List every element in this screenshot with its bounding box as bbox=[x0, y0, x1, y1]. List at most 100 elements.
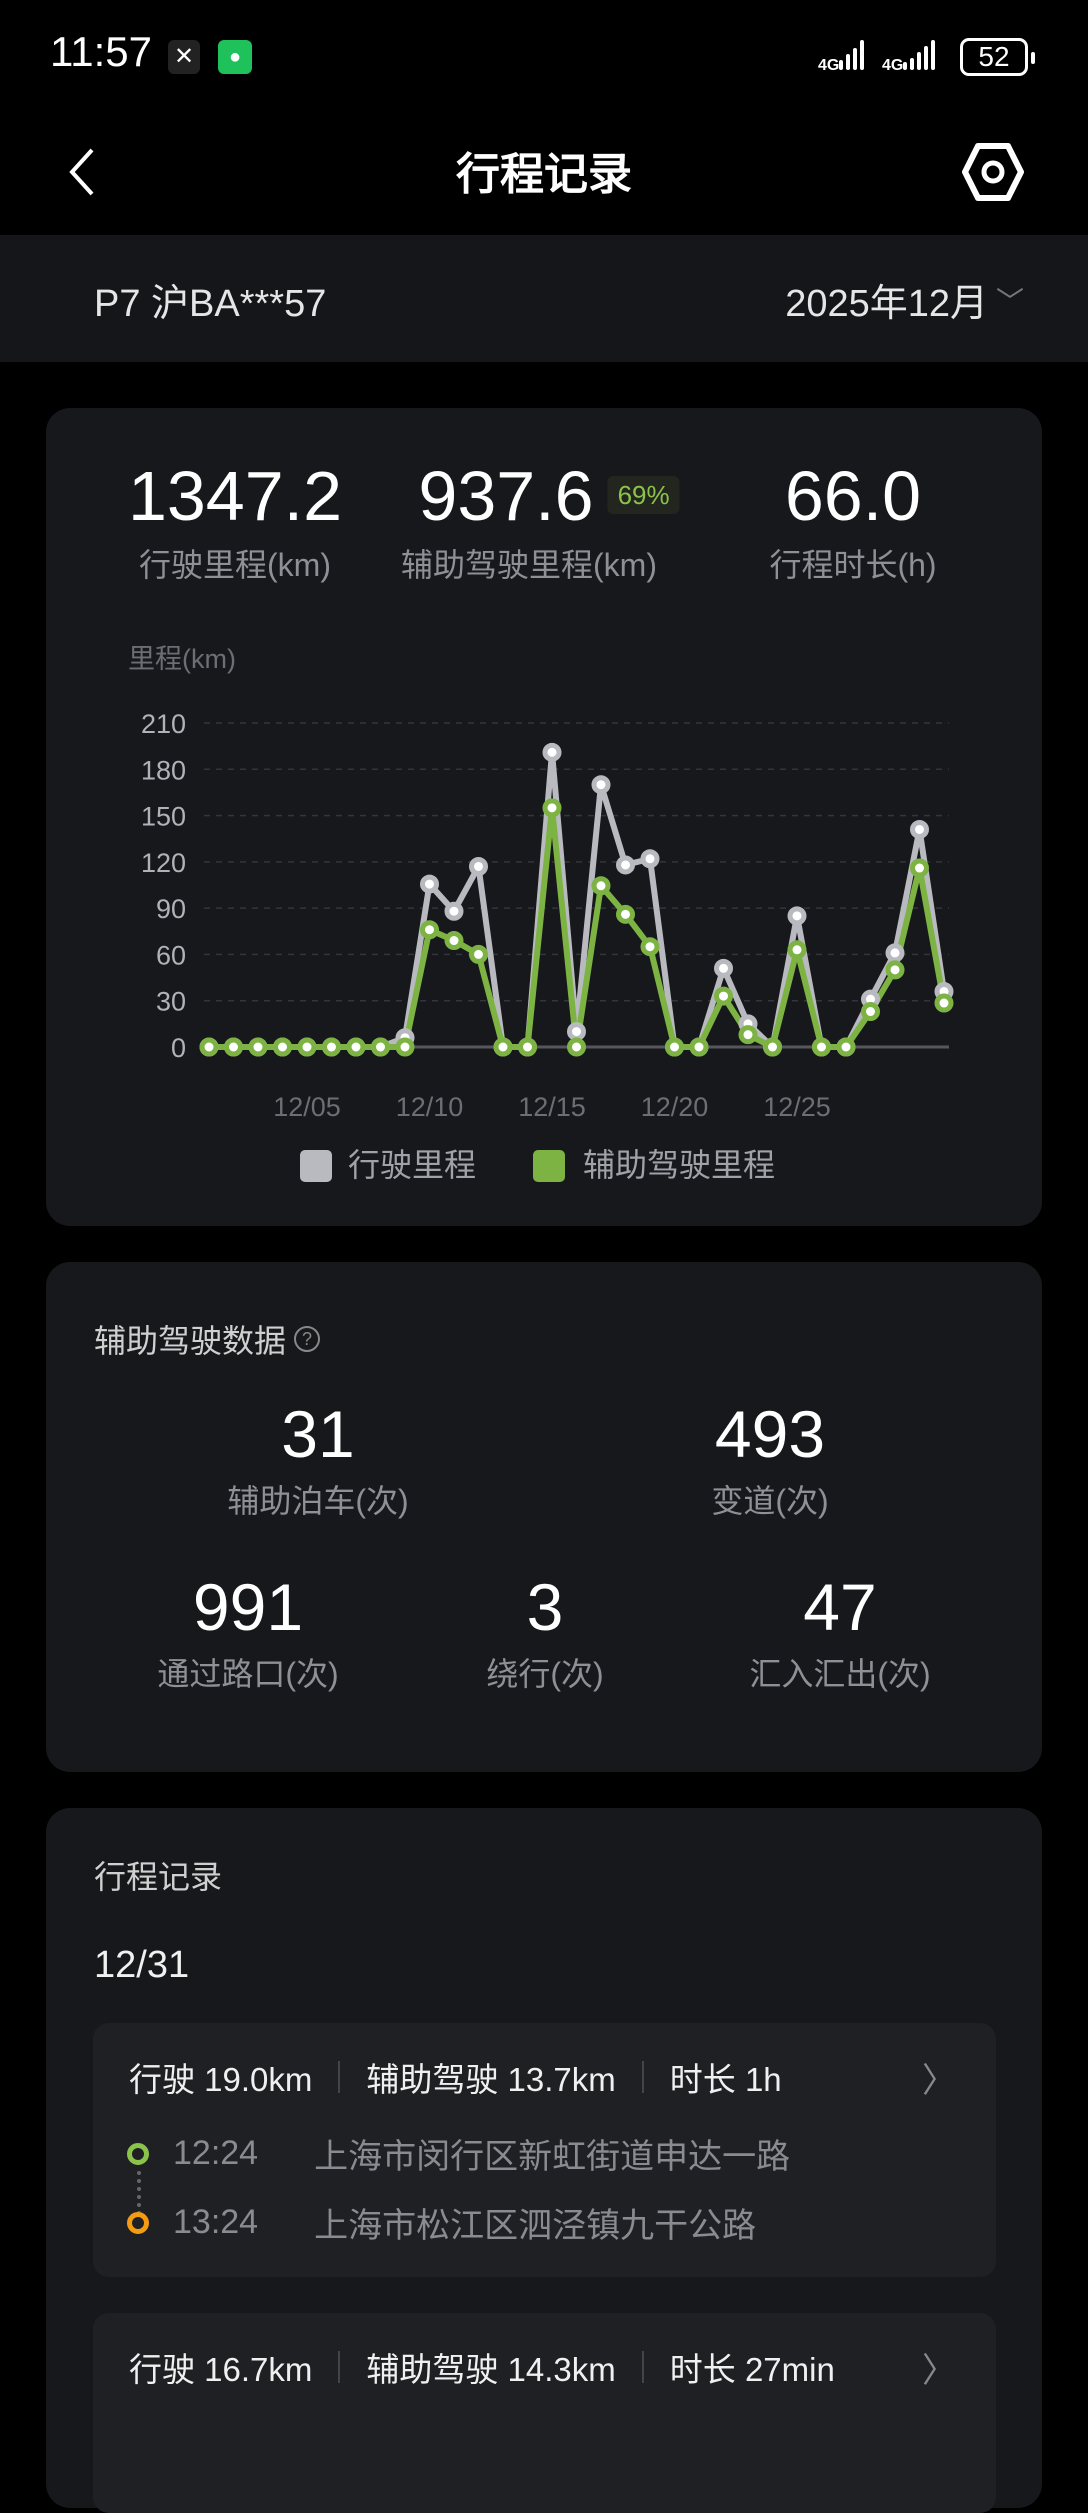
data-point-1 bbox=[542, 798, 562, 818]
x-tick-label: 12/20 bbox=[641, 1092, 709, 1122]
vehicle-selector[interactable]: P7 沪BA***57 bbox=[94, 283, 327, 325]
end-address: 上海市松江区泗泾镇九干公路 bbox=[314, 2207, 757, 2245]
status-bar: 11:57 ✕ ● 4G 4G 52 bbox=[0, 0, 1088, 110]
total-distance-value: 1347.2 bbox=[127, 457, 343, 535]
merge-value: 47 bbox=[803, 1570, 877, 1644]
data-point-0 bbox=[420, 874, 439, 894]
data-point-1 bbox=[273, 1037, 292, 1057]
trips-title: 行程记录 bbox=[94, 1859, 223, 1895]
data-point-0 bbox=[469, 856, 488, 876]
x-tick-label: 12/10 bbox=[396, 1092, 464, 1122]
month-selector[interactable]: 2025年12月 bbox=[785, 283, 988, 325]
assist-stat-detour: 3 绕行(次) bbox=[486, 1569, 603, 1695]
data-point-1 bbox=[640, 937, 660, 957]
legend-label-total: 行驶里程 bbox=[348, 1147, 476, 1183]
trip-assist-distance: 辅助驾驶 13.7km bbox=[366, 2061, 616, 2098]
signal-icon-1: 4G bbox=[818, 38, 865, 75]
legend: 行驶里程 辅助驾驶里程 bbox=[300, 1147, 775, 1183]
chevron-right-icon[interactable]: 〉 bbox=[922, 2062, 956, 2100]
data-point-1 bbox=[812, 1037, 831, 1057]
notification-app-icon: ✕ bbox=[168, 40, 200, 74]
y-tick-label: 210 bbox=[141, 709, 186, 739]
data-point-1 bbox=[567, 1037, 586, 1057]
y-tick-label: 120 bbox=[141, 848, 186, 878]
assist-stat-merge: 47 汇入汇出(次) bbox=[749, 1569, 930, 1695]
chevron-right-icon[interactable]: 〉 bbox=[922, 2352, 956, 2390]
status-time: 11:57 bbox=[50, 28, 152, 75]
trip-item[interactable]: 行驶 16.7km 辅助驾驶 14.3km 时长 27min 〉 bbox=[93, 2313, 996, 2513]
end-time: 13:24 bbox=[173, 2203, 259, 2241]
assist-stat-intersection: 991 通过路口(次) bbox=[157, 1569, 338, 1695]
chevron-down-icon[interactable]: ﹀ bbox=[995, 286, 1024, 317]
data-point-0 bbox=[787, 906, 807, 926]
settings-button[interactable] bbox=[962, 142, 1024, 202]
series-line-0 bbox=[209, 749, 947, 1050]
data-point-1 bbox=[420, 920, 439, 940]
data-point-1 bbox=[689, 1037, 709, 1057]
legend-label-assist: 辅助驾驶里程 bbox=[583, 1147, 775, 1183]
start-dot-icon bbox=[127, 2142, 149, 2165]
trip-item[interactable]: 行驶 19.0km 辅助驾驶 13.7km 时长 1h 〉 12:24 上海市闵… bbox=[93, 2023, 996, 2277]
duration-label: 行程时长(h) bbox=[769, 547, 937, 583]
lane-change-label: 变道(次) bbox=[711, 1483, 829, 1519]
parking-label: 辅助泊车(次) bbox=[227, 1483, 409, 1519]
start-address: 上海市闵行区新虹街道申达一路 bbox=[314, 2138, 791, 2176]
vehicle-bar bbox=[0, 235, 1088, 362]
wechat-icon: ● bbox=[218, 40, 252, 74]
detour-label: 绕行(次) bbox=[486, 1656, 604, 1692]
data-point-0 bbox=[567, 1022, 586, 1042]
y-axis-label: 里程(km) bbox=[128, 644, 236, 674]
divider bbox=[338, 2061, 341, 2093]
trip-duration: 时长 27min bbox=[669, 2351, 835, 2388]
data-point-1 bbox=[322, 1037, 341, 1057]
stat-duration: 66.0 行程时长(h) bbox=[769, 456, 936, 586]
divider bbox=[338, 2351, 341, 2383]
detour-value: 3 bbox=[526, 1570, 564, 1644]
data-point-1 bbox=[224, 1037, 243, 1057]
y-tick-label: 180 bbox=[141, 755, 186, 785]
assist-distance-label: 辅助驾驶里程(km) bbox=[401, 547, 657, 583]
data-point-1 bbox=[787, 940, 807, 960]
legend-swatch-total bbox=[300, 1150, 332, 1182]
chevron-left-icon bbox=[69, 148, 94, 196]
duration-value: 66.0 bbox=[784, 457, 922, 535]
data-point-1 bbox=[346, 1037, 366, 1057]
data-point-1 bbox=[395, 1037, 415, 1057]
assist-stat-lane-change: 493 变道(次) bbox=[711, 1396, 828, 1522]
data-point-1 bbox=[199, 1037, 219, 1057]
help-icon[interactable]: ? bbox=[294, 1326, 321, 1352]
data-point-0 bbox=[910, 819, 929, 839]
data-point-0 bbox=[640, 849, 660, 869]
trip-distance: 行驶 19.0km bbox=[129, 2061, 313, 2098]
data-point-1 bbox=[248, 1037, 268, 1057]
data-point-0 bbox=[591, 775, 611, 795]
data-point-1 bbox=[665, 1037, 684, 1057]
trip-duration: 时长 1h bbox=[669, 2061, 782, 2098]
battery-indicator: 52 bbox=[960, 38, 1035, 76]
data-point-1 bbox=[493, 1037, 513, 1057]
merge-label: 汇入汇出(次) bbox=[749, 1656, 931, 1692]
x-tick-label: 12/15 bbox=[518, 1092, 586, 1122]
stat-assist-distance: 937.6 69% 辅助驾驶里程(km) bbox=[401, 456, 680, 586]
trip-date: 12/31 bbox=[94, 1944, 190, 1986]
summary-card: 1347.2 行驶里程(km) 937.6 69% 辅助驾驶里程(km) 66.0… bbox=[46, 408, 1042, 1226]
route-connector bbox=[137, 2171, 141, 2215]
data-point-1 bbox=[591, 876, 611, 896]
data-point-0 bbox=[885, 943, 905, 963]
data-point-1 bbox=[518, 1037, 537, 1057]
data-point-1 bbox=[861, 1002, 880, 1022]
trip-start: 12:24 上海市闵行区新虹街道申达一路 bbox=[127, 2129, 790, 2178]
data-point-0 bbox=[444, 901, 464, 921]
intersection-label: 通过路口(次) bbox=[157, 1656, 339, 1692]
data-point-1 bbox=[297, 1037, 317, 1057]
signal-icon-2: 4G bbox=[882, 38, 936, 75]
parking-value: 31 bbox=[281, 1397, 355, 1471]
back-button[interactable] bbox=[62, 142, 102, 202]
intersection-value: 991 bbox=[192, 1570, 304, 1644]
y-tick-label: 90 bbox=[156, 894, 186, 924]
trip-assist-distance: 辅助驾驶 14.3km bbox=[366, 2351, 616, 2388]
data-point-1 bbox=[469, 944, 488, 964]
trip-end: 13:24 上海市松江区泗泾镇九干公路 bbox=[127, 2198, 756, 2247]
assist-distance-value: 937.6 bbox=[418, 457, 594, 535]
data-point-1 bbox=[714, 986, 733, 1006]
